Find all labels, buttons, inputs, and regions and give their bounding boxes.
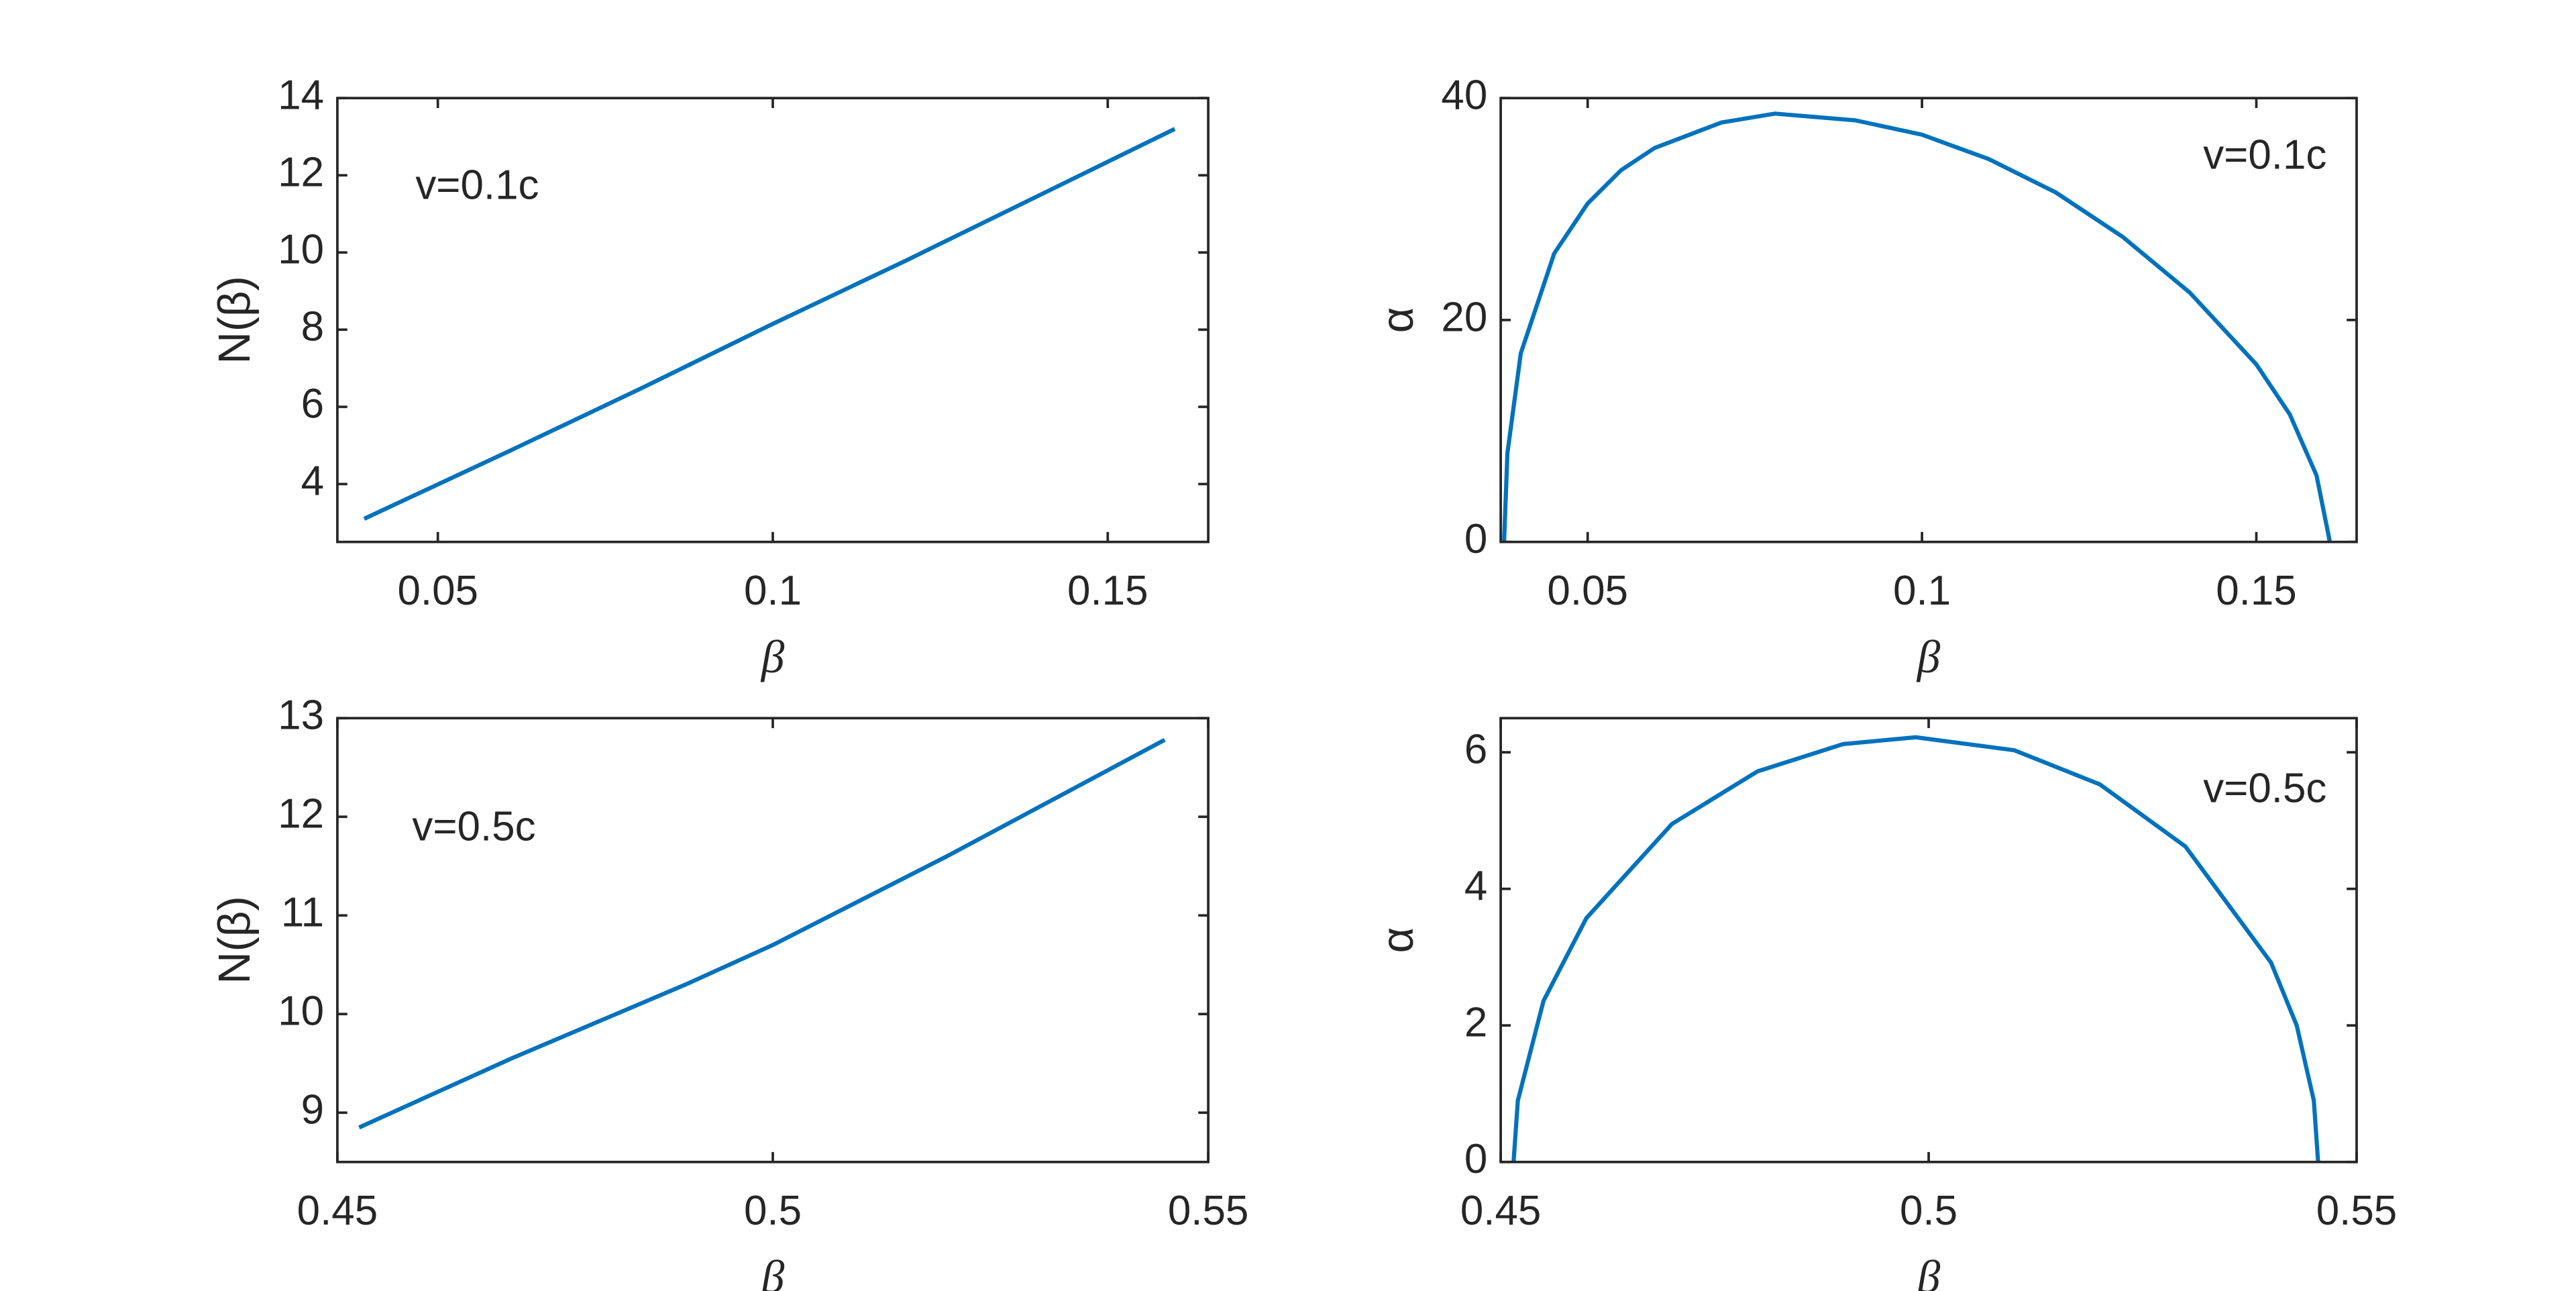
axes-box	[1499, 97, 2358, 544]
y-tick-label: 8	[301, 304, 324, 350]
y-tick-label: 2	[1464, 1000, 1487, 1046]
x-tick-label: 0.5	[744, 1188, 802, 1234]
data-line	[358, 737, 1166, 1130]
axes-box	[1499, 717, 2358, 1164]
axes-box	[336, 97, 1210, 544]
x-axis-label: β	[760, 631, 785, 683]
annotation: v=0.5c	[412, 804, 535, 850]
y-axis-label: α	[1373, 307, 1423, 333]
y-tick-label: 20	[1441, 294, 1487, 340]
y-tick-label: 14	[278, 72, 324, 119]
y-tick-label: 0	[1464, 516, 1487, 562]
plot-area	[337, 98, 1209, 542]
y-tick-label: 4	[301, 458, 324, 505]
data-line	[1501, 111, 2332, 543]
y-tick-label: 6	[301, 381, 324, 427]
axes-box	[336, 717, 1210, 1164]
y-tick-label: 10	[278, 988, 324, 1035]
data-line	[1511, 735, 2320, 1162]
y-tick-label: 13	[278, 692, 324, 739]
x-tick-label: 0.45	[1460, 1188, 1542, 1234]
y-tick-label: 11	[281, 890, 324, 936]
y-tick-label: 12	[278, 791, 324, 837]
x-tick-label: 0.1	[744, 568, 802, 614]
y-tick-label: 6	[1464, 727, 1487, 773]
annotation: v=0.1c	[415, 162, 539, 208]
data-line	[363, 127, 1176, 521]
x-tick-label: 0.1	[1893, 568, 1951, 614]
plot-area	[1501, 718, 2357, 1162]
y-tick-label: 12	[278, 150, 324, 196]
x-tick-label: 0.45	[297, 1188, 378, 1234]
y-tick-label: 10	[278, 227, 324, 273]
y-axis-label: N(β)	[209, 896, 260, 984]
y-tick-label: 9	[301, 1087, 324, 1133]
y-tick-label: 4	[1464, 863, 1487, 909]
y-axis-label: N(β)	[209, 276, 260, 364]
x-tick-label: 0.05	[1547, 568, 1628, 614]
y-tick-label: 0	[1464, 1136, 1487, 1182]
x-tick-label: 0.15	[1067, 568, 1148, 614]
x-axis-label: β	[1916, 631, 1941, 683]
annotation: v=0.5c	[2203, 766, 2326, 812]
y-axis-label: α	[1373, 927, 1423, 953]
x-tick-label: 0.05	[397, 568, 478, 614]
x-tick-label: 0.55	[2316, 1188, 2398, 1234]
x-axis-label: β	[760, 1251, 785, 1291]
x-tick-label: 0.15	[2216, 568, 2297, 614]
y-tick-label: 40	[1441, 72, 1487, 119]
annotation: v=0.1c	[2203, 132, 2326, 178]
x-tick-label: 0.5	[1900, 1188, 1957, 1234]
x-axis-label: β	[1916, 1251, 1941, 1291]
x-tick-label: 0.55	[1168, 1188, 1249, 1234]
